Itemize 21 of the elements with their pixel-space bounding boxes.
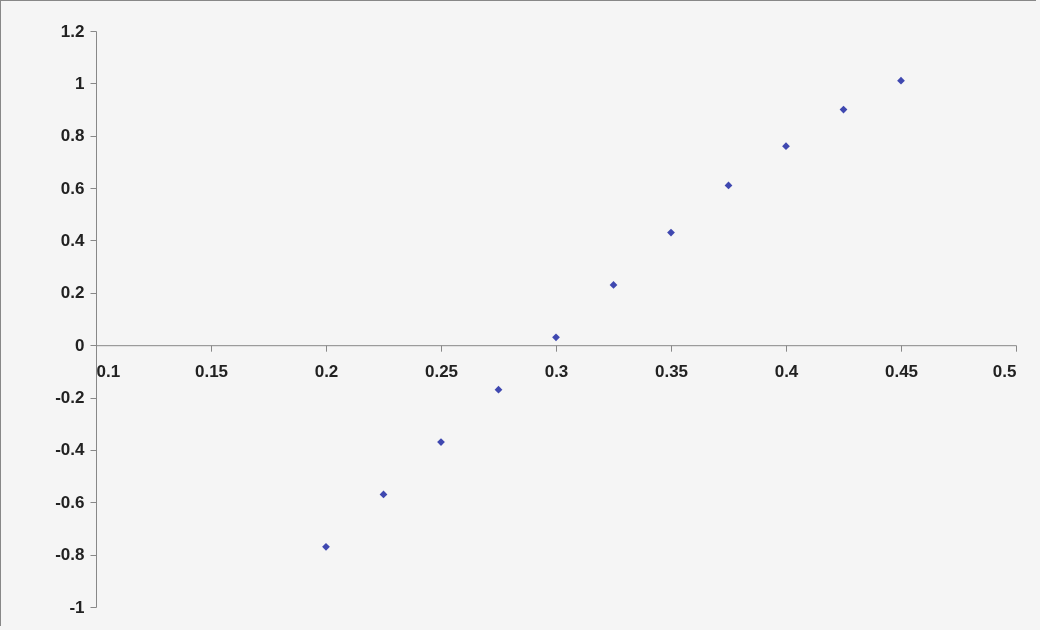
y-tick-label: -0.6 <box>55 492 85 512</box>
x-tick-label: 0.1 <box>96 361 121 381</box>
y-tick-label: 0.8 <box>60 126 85 146</box>
y-tick-label: -0.8 <box>55 545 85 565</box>
x-tick-label: 0.3 <box>544 361 569 381</box>
x-tick-label: 0.15 <box>194 361 229 381</box>
x-tick-label: 0.4 <box>774 361 799 381</box>
x-tick-label: 0.45 <box>884 361 919 381</box>
x-tick-label: 0.5 <box>992 361 1017 381</box>
y-tick-label: 1 <box>75 73 85 93</box>
x-tick-label: 0.25 <box>424 361 459 381</box>
y-tick-label: -1 <box>69 597 85 617</box>
y-tick-label: -0.2 <box>55 388 85 408</box>
x-tick-label: 0.35 <box>654 361 689 381</box>
y-tick-label: 0.4 <box>60 230 86 250</box>
y-tick-label: 1.2 <box>60 21 85 41</box>
y-tick-label: 0 <box>75 335 85 355</box>
y-tick-label: -0.4 <box>55 440 86 460</box>
y-tick-label: 0.6 <box>60 178 85 198</box>
x-tick-label: 0.2 <box>314 361 339 381</box>
y-tick-label: 0.2 <box>60 283 85 303</box>
